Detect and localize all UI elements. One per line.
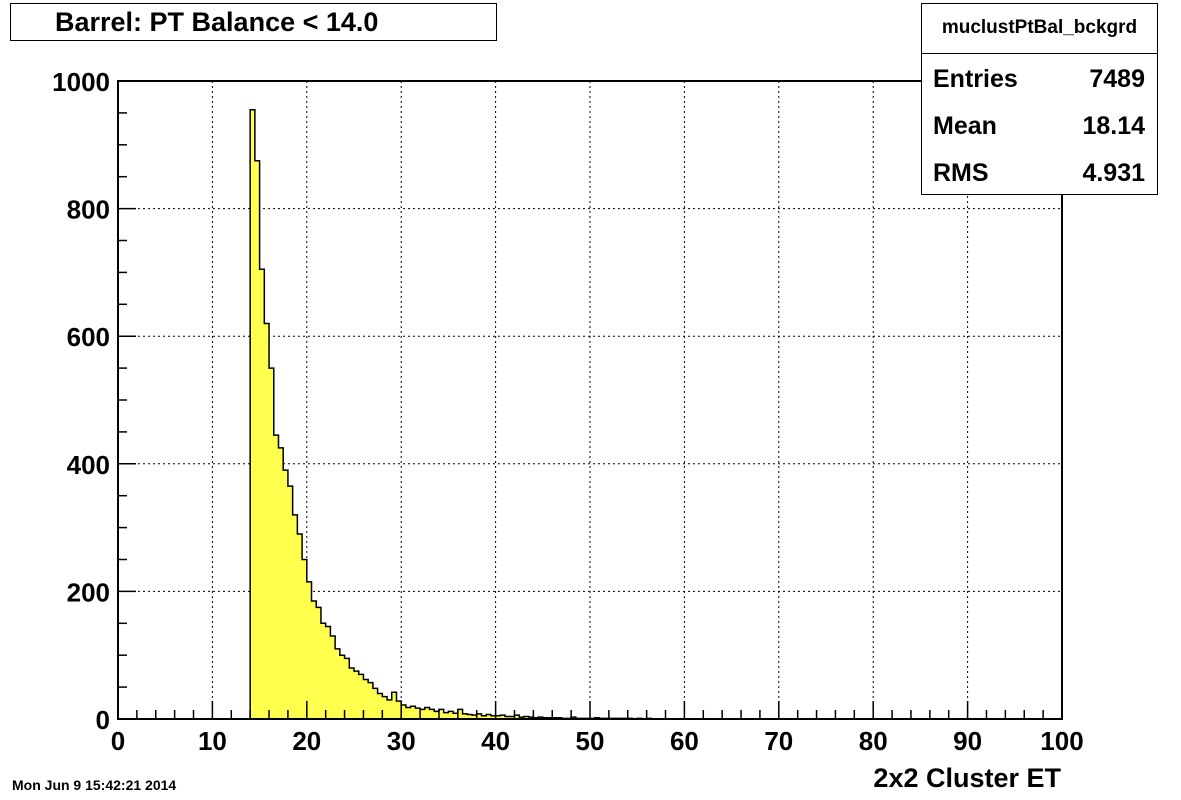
histogram-bar: [448, 711, 454, 719]
histogram-bar: [500, 715, 506, 719]
histogram-bar: [405, 707, 411, 719]
histogram-bar: [401, 704, 407, 719]
histogram-bar: [509, 716, 515, 719]
histogram-bar: [269, 368, 275, 719]
histogram-bar: [457, 709, 463, 719]
y-tick-label: 400: [67, 450, 110, 480]
histogram-bar: [316, 607, 322, 719]
timestamp: Mon Jun 9 15:42:21 2014: [12, 777, 177, 793]
histogram-bar: [467, 714, 473, 719]
y-tick-labels: 0 200 400 600 800 1000: [52, 67, 110, 735]
histogram-bar: [372, 688, 378, 719]
histogram-bar: [472, 715, 478, 719]
histogram-bar: [250, 109, 256, 719]
histogram-bar: [438, 709, 444, 719]
y-tick-label: 800: [67, 195, 110, 225]
stats-row-mean: Mean 18.14: [922, 101, 1157, 148]
histogram-bar: [297, 533, 303, 719]
histogram-bar: [344, 658, 350, 719]
histogram-bar: [302, 559, 308, 719]
histogram-bar: [434, 711, 440, 719]
x-tick-label: 50: [576, 726, 605, 756]
stats-value-rms: 4.931: [1082, 159, 1145, 187]
histogram-bar: [320, 623, 326, 719]
histogram-bar: [349, 667, 355, 719]
histogram-bar: [424, 707, 430, 719]
histogram-bar: [278, 447, 284, 719]
x-axis-label: 2x2 Cluster ET: [873, 763, 1061, 793]
y-tick-label: 200: [67, 577, 110, 607]
x-tick-label: 80: [859, 726, 888, 756]
x-tick-label: 0: [111, 726, 125, 756]
histogram-bar: [505, 716, 511, 719]
histogram-bar: [410, 706, 416, 719]
histogram-bars: [250, 109, 652, 719]
stats-label-mean: Mean: [933, 112, 997, 140]
histogram-bar: [292, 514, 298, 719]
histogram-bar: [363, 679, 369, 719]
chart-title: Barrel: PT Balance < 14.0: [10, 3, 497, 41]
stats-histogram-name: muclustPtBal_bckgrd: [922, 4, 1157, 54]
y-tick-label: 0: [96, 705, 110, 735]
x-tick-labels: 0 10 20 30 40 50 60 70 80 90 100: [111, 726, 1084, 756]
histogram-bar: [368, 682, 374, 719]
histogram-bar: [453, 713, 459, 719]
histogram-bar: [259, 269, 265, 719]
histogram-bar: [254, 160, 260, 719]
x-tick-label: 30: [387, 726, 416, 756]
histogram-bar: [481, 715, 487, 719]
histogram-bar: [396, 701, 402, 719]
histogram-bar: [443, 712, 449, 719]
histogram-bar: [462, 713, 468, 719]
histogram-bar: [486, 714, 492, 719]
histogram-bar: [358, 674, 364, 719]
histogram-bar: [335, 648, 341, 719]
histogram-bar: [420, 709, 426, 719]
histogram-bar: [391, 692, 397, 719]
x-tick-label: 40: [481, 726, 510, 756]
histogram-bar: [415, 708, 421, 719]
axis-ticks: [117, 80, 1063, 720]
histogram-bar: [429, 709, 435, 719]
stats-box: muclustPtBal_bckgrd Entries 7489 Mean 18…: [921, 3, 1158, 195]
histogram-bar: [387, 699, 393, 719]
y-tick-label: 1000: [52, 67, 110, 97]
histogram-bar: [382, 696, 388, 719]
histogram-bar: [339, 655, 345, 719]
stats-label-rms: RMS: [933, 159, 989, 187]
histogram-bar: [283, 470, 289, 719]
stats-value-mean: 18.14: [1082, 112, 1145, 140]
x-tick-label: 70: [764, 726, 793, 756]
x-tick-label: 100: [1040, 726, 1083, 756]
histogram-bar: [523, 716, 529, 719]
stats-row-entries: Entries 7489: [922, 54, 1157, 101]
stats-label-entries: Entries: [933, 65, 1018, 93]
histogram-bar: [490, 715, 496, 719]
histogram-bar: [311, 600, 317, 719]
stats-value-entries: 7489: [1089, 65, 1145, 93]
histogram-bar: [330, 636, 336, 719]
histogram-bar: [287, 486, 293, 719]
x-tick-label: 60: [670, 726, 699, 756]
x-tick-label: 10: [198, 726, 227, 756]
histogram-bar: [377, 693, 383, 719]
histogram-bar: [476, 713, 482, 719]
histogram-bar: [514, 715, 520, 719]
x-tick-label: 90: [953, 726, 982, 756]
histogram-bar: [325, 626, 331, 719]
x-tick-label: 20: [292, 726, 321, 756]
histogram-bar: [273, 435, 279, 719]
histogram-bar: [354, 671, 360, 719]
stats-row-rms: RMS 4.931: [922, 148, 1157, 195]
histogram-bar: [264, 323, 270, 719]
histogram-bar: [306, 581, 312, 719]
histogram-bar: [495, 715, 501, 719]
y-tick-label: 600: [67, 322, 110, 352]
